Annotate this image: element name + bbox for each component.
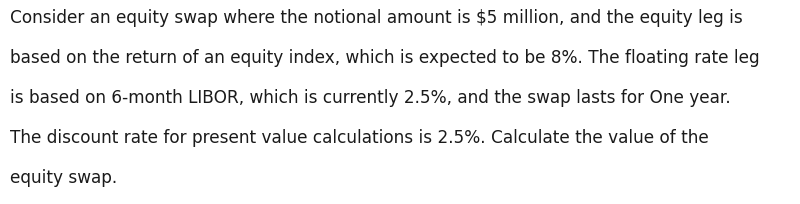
Text: The discount rate for present value calculations is 2.5%. Calculate the value of: The discount rate for present value calc…	[10, 129, 708, 146]
Text: is based on 6-month LIBOR, which is currently 2.5%, and the swap lasts for One y: is based on 6-month LIBOR, which is curr…	[10, 89, 730, 107]
Text: based on the return of an equity index, which is expected to be 8%. The floating: based on the return of an equity index, …	[10, 49, 759, 67]
Text: equity swap.: equity swap.	[10, 168, 117, 186]
Text: Consider an equity swap where the notional amount is $5 million, and the equity : Consider an equity swap where the notion…	[10, 9, 742, 27]
